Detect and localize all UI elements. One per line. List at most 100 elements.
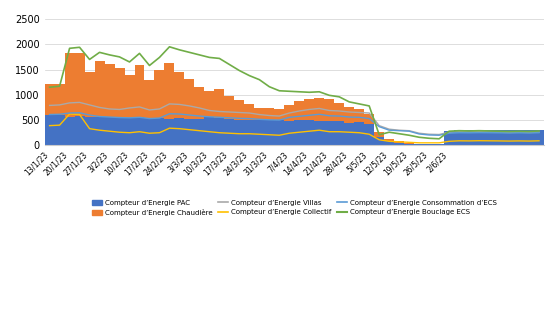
Compteur d’Energie Collectif [446, 139, 452, 143]
Compteur d’Energie Collectif [46, 124, 53, 128]
Compteur d’Energie Villas [66, 101, 73, 105]
Compteur d’Energie Villas [346, 110, 353, 114]
Compteur d’Energie Bouclage ECS [46, 85, 53, 89]
Bar [344, 123, 354, 145]
Bar [464, 130, 474, 145]
Compteur d’Energie Bouclage ECS [136, 52, 143, 55]
Compteur d’Energie Consommation d’ECS [76, 111, 83, 115]
Compteur d’Energie Bouclage ECS [336, 95, 343, 99]
Compteur d’Energie Collectif [226, 131, 233, 135]
Compteur d’Energie Bouclage ECS [306, 90, 312, 94]
Line: Compteur d’Energie Collectif: Compteur d’Energie Collectif [50, 114, 539, 143]
Compteur d’Energie Bouclage ECS [196, 53, 203, 57]
Compteur d’Energie Villas [156, 107, 163, 111]
Compteur d’Energie Bouclage ECS [266, 85, 273, 89]
Bar [184, 79, 195, 118]
Bar [65, 117, 74, 145]
Bar [294, 120, 304, 145]
Compteur d’Energie Villas [386, 127, 392, 131]
Compteur d’Energie Villas [186, 104, 193, 108]
Compteur d’Energie Villas [286, 111, 293, 115]
Bar [244, 104, 254, 119]
Bar [394, 141, 404, 143]
Bar [244, 119, 254, 145]
Bar [144, 118, 154, 145]
Bar [205, 117, 215, 145]
Bar [264, 109, 274, 119]
Compteur d’Energie Villas [406, 129, 413, 133]
Compteur d’Energie Consommation d’ECS [126, 116, 133, 120]
Compteur d’Energie Villas [525, 130, 532, 134]
Bar [164, 63, 174, 118]
Bar [344, 108, 354, 123]
Compteur d’Energie Villas [376, 124, 382, 128]
Bar [65, 53, 74, 117]
Compteur d’Energie Consommation d’ECS [96, 115, 103, 118]
Compteur d’Energie Villas [126, 106, 133, 110]
Bar [224, 119, 234, 145]
Compteur d’Energie Bouclage ECS [116, 55, 123, 59]
Compteur d’Energie Bouclage ECS [456, 129, 462, 133]
Bar [125, 75, 135, 118]
Bar [394, 143, 404, 145]
Bar [314, 121, 324, 145]
Compteur d’Energie Bouclage ECS [76, 45, 83, 49]
Bar [154, 118, 164, 145]
Bar [234, 100, 244, 119]
Bar [484, 130, 494, 145]
Compteur d’Energie Bouclage ECS [186, 51, 193, 54]
Compteur d’Energie Bouclage ECS [176, 48, 183, 52]
Bar [304, 99, 314, 120]
Bar [254, 120, 264, 145]
Bar [174, 72, 184, 118]
Compteur d’Energie Villas [226, 110, 233, 114]
Compteur d’Energie Bouclage ECS [366, 104, 372, 108]
Compteur d’Energie Bouclage ECS [466, 129, 472, 133]
Compteur d’Energie Bouclage ECS [396, 132, 402, 136]
Compteur d’Energie Consommation d’ECS [46, 113, 53, 117]
Compteur d’Energie Bouclage ECS [496, 129, 503, 133]
Bar [105, 64, 115, 117]
Compteur d’Energie Consommation d’ECS [186, 113, 193, 117]
Bar [324, 99, 334, 120]
Compteur d’Energie Bouclage ECS [416, 135, 423, 139]
Bar [314, 98, 324, 121]
Bar [115, 117, 125, 145]
Compteur d’Energie Collectif [336, 130, 343, 134]
Compteur d’Energie Collectif [506, 139, 513, 143]
Compteur d’Energie Consommation d’ECS [176, 112, 183, 116]
Compteur d’Energie Villas [336, 109, 343, 113]
Bar [404, 144, 414, 145]
Compteur d’Energie Collectif [306, 129, 312, 133]
Compteur d’Energie Consommation d’ECS [106, 115, 113, 119]
Compteur d’Energie Bouclage ECS [436, 137, 443, 141]
Compteur d’Energie Bouclage ECS [126, 60, 133, 64]
Compteur d’Energie Collectif [86, 127, 93, 131]
Bar [494, 130, 504, 145]
Bar [354, 109, 364, 122]
Compteur d’Energie Consommation d’ECS [515, 131, 522, 135]
Bar [94, 117, 105, 145]
Compteur d’Energie Villas [306, 108, 312, 111]
Compteur d’Energie Villas [436, 133, 443, 137]
Legend: Compteur d’Energie PAC, Compteur d’Energie Chaudière, Compteur d’Energie Villas,: Compteur d’Energie PAC, Compteur d’Energ… [89, 197, 500, 219]
Compteur d’Energie Consommation d’ECS [506, 131, 513, 135]
Compteur d’Energie Bouclage ECS [376, 133, 382, 137]
Compteur d’Energie Consommation d’ECS [196, 114, 203, 118]
Compteur d’Energie Collectif [456, 139, 462, 143]
Compteur d’Energie Villas [176, 102, 183, 106]
Bar [144, 80, 154, 118]
Bar [334, 103, 344, 121]
Compteur d’Energie Villas [466, 130, 472, 134]
Compteur d’Energie Consommation d’ECS [216, 115, 222, 119]
Compteur d’Energie Bouclage ECS [246, 74, 253, 78]
Bar [474, 130, 484, 145]
Bar [454, 130, 464, 145]
Compteur d’Energie Collectif [236, 132, 243, 136]
Compteur d’Energie Collectif [216, 131, 222, 135]
Compteur d’Energie Consommation d’ECS [56, 112, 63, 116]
Compteur d’Energie Collectif [196, 129, 203, 133]
Compteur d’Energie Consommation d’ECS [316, 112, 323, 116]
Compteur d’Energie Collectif [536, 139, 542, 143]
Bar [234, 119, 244, 145]
